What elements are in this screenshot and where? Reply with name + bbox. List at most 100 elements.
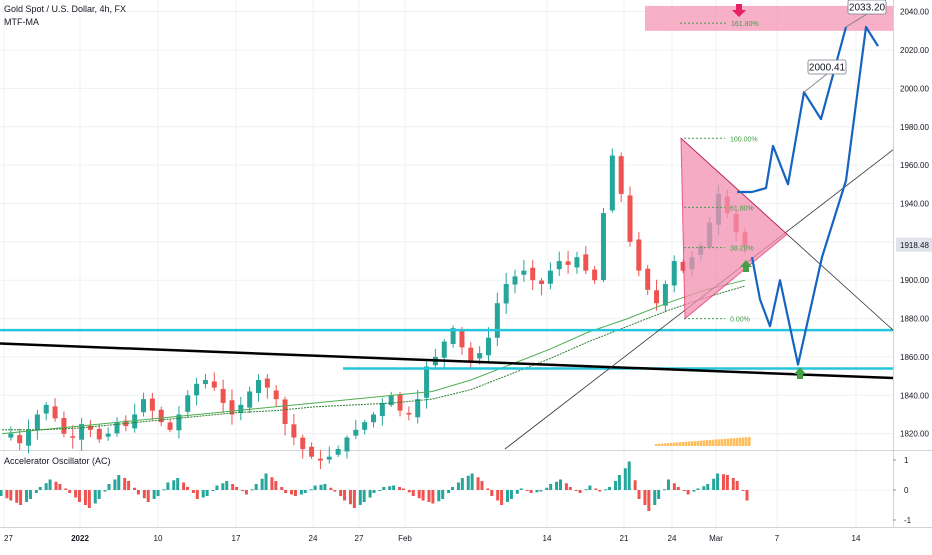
candle-body: [636, 239, 642, 271]
oscillator-bar: [372, 490, 376, 493]
oscillator-bar: [559, 479, 562, 490]
oscillator-bar: [672, 483, 676, 490]
oscillator-bar: [339, 490, 343, 496]
candle-body: [503, 284, 509, 304]
volume-bar: [694, 441, 697, 446]
volume-bar: [709, 439, 712, 446]
volume-bar: [697, 440, 700, 446]
candle-body: [96, 428, 102, 440]
candle-body: [26, 429, 32, 446]
oscillator-bar: [235, 487, 239, 490]
price-label-2000-text: 2000.41: [809, 63, 846, 74]
arrow-up-green-low: [794, 367, 806, 379]
candle-body: [671, 261, 677, 286]
candle-body: [229, 400, 235, 415]
moving-average-line: [1, 279, 746, 435]
oscillator-bar: [663, 489, 667, 491]
oscillator-bar: [303, 490, 307, 493]
volume-bar: [721, 439, 724, 446]
price-tick-label: 1900.00: [900, 276, 929, 285]
oscillator-title: Accelerator Oscillator (AC): [4, 456, 111, 466]
oscillator-bar: [15, 490, 19, 503]
oscillator-bar: [270, 477, 274, 490]
volume-bar: [688, 441, 691, 446]
oscillator-bar: [555, 481, 559, 490]
oscillator-bar: [333, 490, 337, 492]
oscillator-bar: [741, 490, 745, 491]
oscillator-bar: [411, 490, 415, 496]
oscillator-bar: [44, 483, 48, 490]
volume-bar: [667, 443, 670, 446]
candle-body: [680, 262, 686, 271]
oscillator-bar: [215, 485, 219, 490]
price-label-2033-text: 2033.20: [849, 3, 886, 14]
time-tick-label: 14: [543, 534, 552, 543]
price-tick-label: 1820.00: [900, 430, 929, 439]
oscillator-bar: [382, 487, 386, 490]
candle-body: [309, 446, 315, 457]
oscillator-bar: [343, 490, 347, 501]
oscillator-bar: [525, 490, 529, 491]
oscillator-bar: [201, 490, 205, 498]
volume-bar: [730, 438, 733, 446]
oscillator-bar: [176, 478, 180, 490]
candle-body: [592, 269, 598, 281]
candle-body: [388, 395, 394, 406]
candle-body: [424, 366, 430, 398]
price-tick-label: 1880.00: [900, 315, 929, 324]
oscillator-bar: [588, 485, 592, 490]
oscillator-bar: [637, 490, 641, 499]
oscillator-bar: [299, 490, 303, 495]
volume-bar: [739, 437, 742, 446]
oscillator-bar: [476, 477, 480, 490]
candle-body: [211, 381, 217, 388]
oscillator-bar: [407, 490, 411, 493]
price-tick-label: 1960.00: [900, 161, 929, 170]
oscillator-bar: [83, 490, 87, 505]
oscillator-bar: [162, 489, 166, 491]
candle-body: [8, 433, 14, 438]
time-tick-label: 2022: [71, 534, 89, 543]
oscillator-bar: [64, 488, 68, 490]
candle-body: [539, 280, 545, 285]
oscillator-bar: [392, 485, 396, 490]
candle-body: [459, 329, 465, 348]
candle-body: [379, 402, 385, 417]
oscillator-bar: [466, 475, 470, 490]
oscillator-bar: [107, 484, 111, 490]
oscillator-bar: [702, 486, 706, 490]
oscillator-bar: [358, 490, 362, 505]
candle-body: [79, 424, 85, 440]
candle-body: [344, 437, 350, 452]
time-tick-label: 10: [154, 534, 163, 543]
oscillator-bar: [447, 490, 451, 493]
oscillator-bar: [417, 490, 421, 499]
price-tick-label: 1860.00: [900, 353, 929, 362]
oscillator-bar: [368, 490, 372, 498]
oscillator-bar: [623, 468, 627, 490]
candle-body: [176, 414, 182, 431]
volume-bar: [724, 438, 727, 446]
oscillator-bar: [398, 487, 402, 490]
oscillator-bar: [496, 490, 500, 501]
oscillator-bar: [706, 484, 710, 490]
candle-body: [335, 449, 341, 455]
oscillator-bar: [5, 490, 9, 499]
oscillator-bar: [568, 487, 572, 490]
oscillator-bar: [627, 461, 631, 490]
oscillator-bar: [564, 483, 568, 490]
oscillator-bar: [362, 490, 366, 502]
volume-bar: [664, 443, 667, 446]
oscillator-bar: [319, 484, 323, 490]
oscillator-bar: [250, 489, 254, 491]
candle-body: [326, 456, 332, 460]
oscillator-bar: [456, 482, 460, 490]
oscillator-bar: [657, 490, 661, 499]
oscillator-bar: [28, 490, 32, 499]
candle-body: [87, 425, 93, 430]
candle-body: [371, 414, 376, 423]
oscillator-bar: [240, 490, 244, 491]
volume-bar: [700, 440, 703, 446]
oscillator-bar: [117, 475, 121, 490]
indicator-label: MTF-MA: [4, 17, 39, 27]
